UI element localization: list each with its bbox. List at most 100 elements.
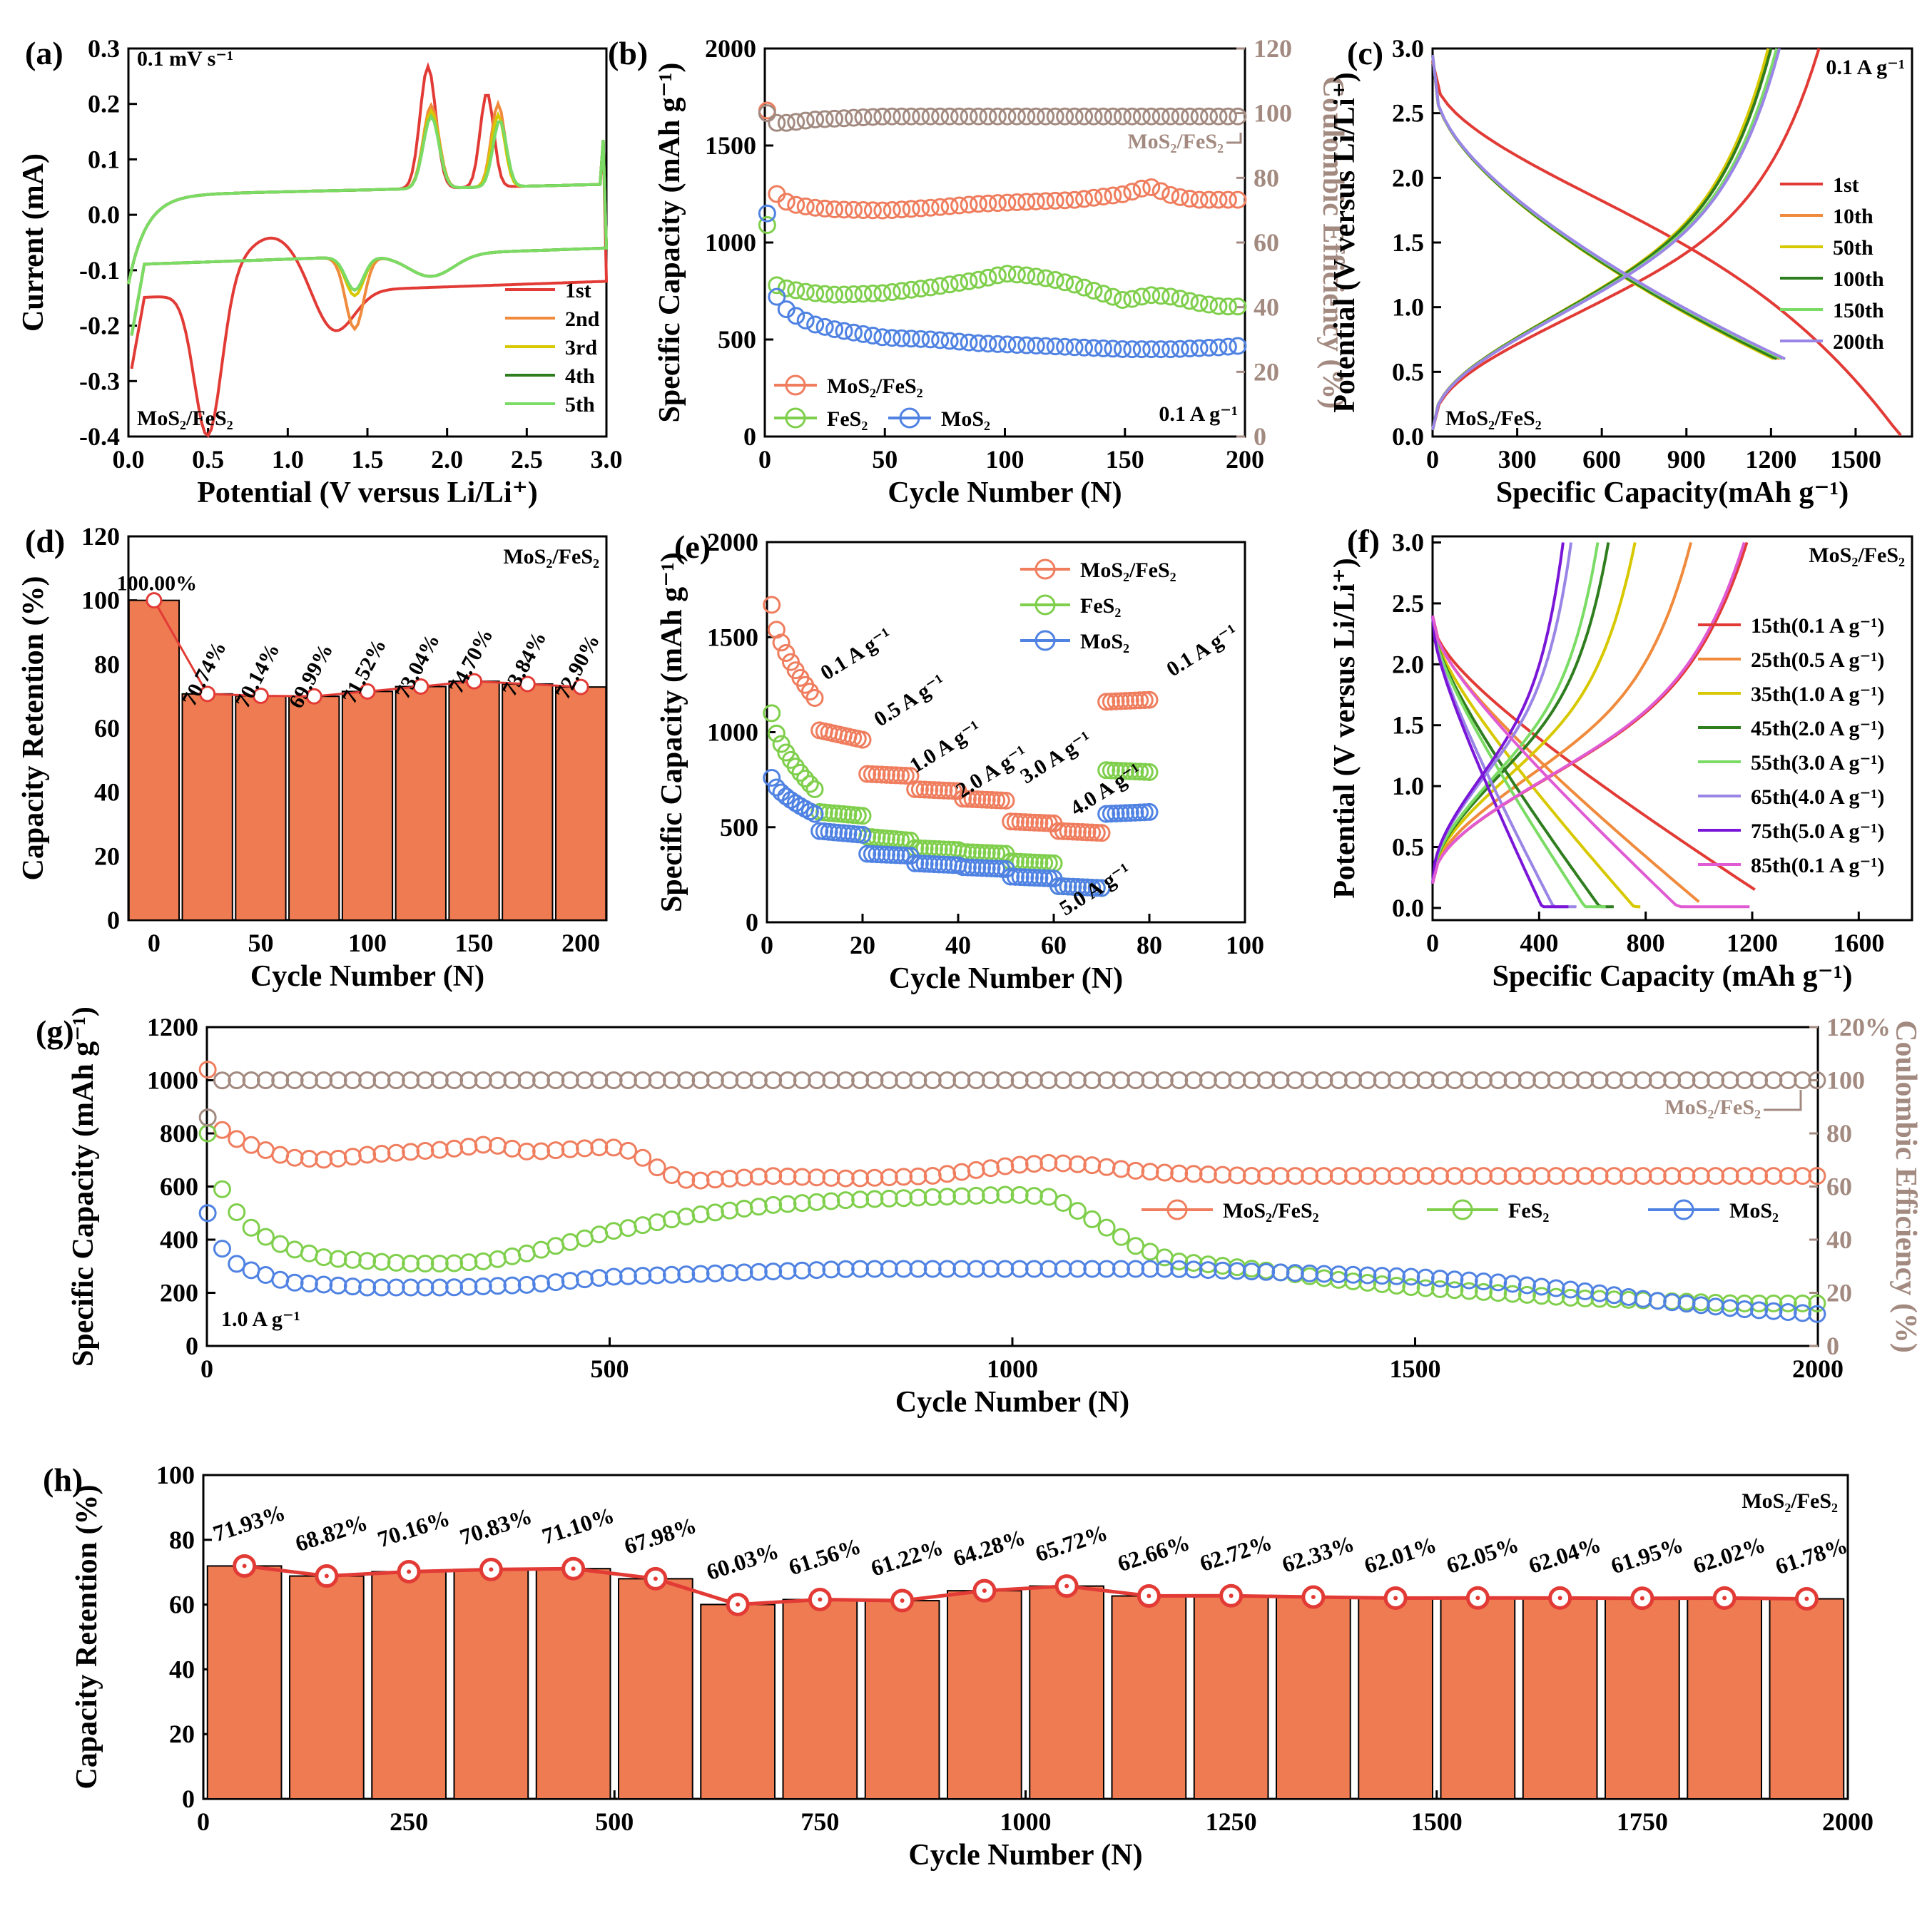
x-tick-label: 0.0 (113, 445, 145, 474)
retention-value: 68.82% (292, 1509, 370, 1556)
data-point (1181, 340, 1199, 358)
rate-label: 5.0 A g⁻¹ (1055, 859, 1134, 921)
data-point (1127, 1161, 1145, 1180)
data-point (1075, 107, 1094, 126)
data-point (1056, 191, 1074, 210)
data-point (387, 1143, 405, 1162)
data-point (546, 1071, 565, 1089)
y-tick-label: 0.3 (88, 34, 120, 63)
data-point (909, 1071, 927, 1089)
data-point (1242, 1071, 1261, 1089)
retention-marker-dot (736, 1602, 741, 1607)
data-point (1416, 1167, 1435, 1185)
data-point (1142, 340, 1161, 359)
legend-label: 1st (565, 279, 591, 302)
data-point (1075, 278, 1094, 297)
data-point (1663, 1167, 1682, 1185)
data-point (1794, 1304, 1812, 1322)
legend-marker (899, 407, 920, 429)
retention-marker-dot (1393, 1596, 1398, 1601)
y-tick-label: 60 (169, 1591, 195, 1619)
data-point (806, 111, 825, 129)
data-point (822, 1260, 840, 1279)
data-point (1030, 869, 1049, 887)
data-point (1107, 805, 1125, 823)
data-point (768, 113, 786, 132)
data-point (925, 781, 943, 800)
x-tick-label: 800 (1627, 929, 1665, 957)
data-point (851, 1260, 870, 1278)
data-point (967, 1186, 985, 1205)
y-right-tick-label: 60 (1826, 1173, 1852, 1201)
discharge-curve-3 (1431, 54, 1775, 360)
data-point (796, 770, 815, 788)
data-point (1102, 761, 1120, 780)
scan-rate-label: 0.1 mV s⁻¹ (137, 47, 233, 71)
data-point (1707, 1297, 1725, 1316)
data-point (836, 1260, 855, 1278)
data-point (883, 107, 901, 126)
data-point (271, 1071, 290, 1089)
retention-bar (618, 1578, 693, 1800)
data-point (604, 1138, 623, 1157)
data-point (1161, 107, 1180, 126)
data-point (1764, 1302, 1783, 1320)
data-point (1069, 822, 1087, 841)
data-point (902, 200, 920, 218)
data-point (854, 325, 873, 343)
data-point (1039, 1153, 1058, 1172)
y-tick-label: 400 (160, 1225, 198, 1254)
data-point (921, 107, 940, 126)
data-point (1112, 692, 1130, 710)
data-point (1016, 813, 1034, 832)
data-point (1151, 287, 1170, 305)
data-point (329, 1250, 347, 1268)
retention-marker-dot (1639, 1596, 1644, 1601)
data-point (1779, 1167, 1797, 1185)
data-point (854, 285, 873, 303)
data-point (1474, 1167, 1493, 1185)
data-point (387, 1071, 405, 1089)
y-right-tick-label: 40 (1254, 293, 1279, 322)
legend-label: 35th(1.0 A g⁻¹) (1751, 683, 1884, 706)
data-point (358, 1252, 377, 1270)
data-point (777, 113, 795, 132)
x-tick-label: 0 (197, 1807, 210, 1836)
data-point (1092, 824, 1111, 842)
data-point (213, 1121, 231, 1139)
retention-bar (288, 695, 340, 921)
data-point (902, 280, 920, 299)
data-point (1214, 1165, 1232, 1184)
data-point (938, 1260, 957, 1278)
retention-value: 62.66% (1114, 1529, 1193, 1576)
data-point (1097, 805, 1116, 823)
data-point (1121, 691, 1139, 710)
x-tick-label: 3.0 (591, 445, 623, 474)
y-tick-label: 20 (169, 1720, 195, 1748)
data-point (767, 778, 785, 797)
retention-bar (1769, 1598, 1845, 1800)
data-point (1301, 1071, 1319, 1089)
data-point (921, 198, 940, 217)
data-point (931, 198, 950, 216)
x-tick-label: 1.0 (272, 445, 304, 474)
retention-bar (181, 693, 233, 921)
y-tick-label: 1500 (707, 623, 758, 651)
data-point (1123, 107, 1142, 126)
data-point (1132, 179, 1151, 198)
data-point (982, 859, 1001, 877)
retention-marker-dot (407, 1569, 412, 1574)
x-tick-label: 300 (1498, 445, 1537, 474)
retention-bar (1111, 1595, 1187, 1800)
data-point (1315, 1167, 1333, 1185)
data-point (634, 1071, 652, 1089)
x-tick-label: 0 (1426, 929, 1439, 957)
cv-curve-5 (127, 113, 609, 336)
data-point (242, 1261, 260, 1280)
data-point (909, 1260, 927, 1278)
data-point (1117, 804, 1134, 822)
data-point (1532, 1167, 1551, 1185)
x-tick-label: 100 (986, 445, 1025, 474)
data-point (576, 1139, 594, 1158)
data-point (998, 107, 1017, 126)
